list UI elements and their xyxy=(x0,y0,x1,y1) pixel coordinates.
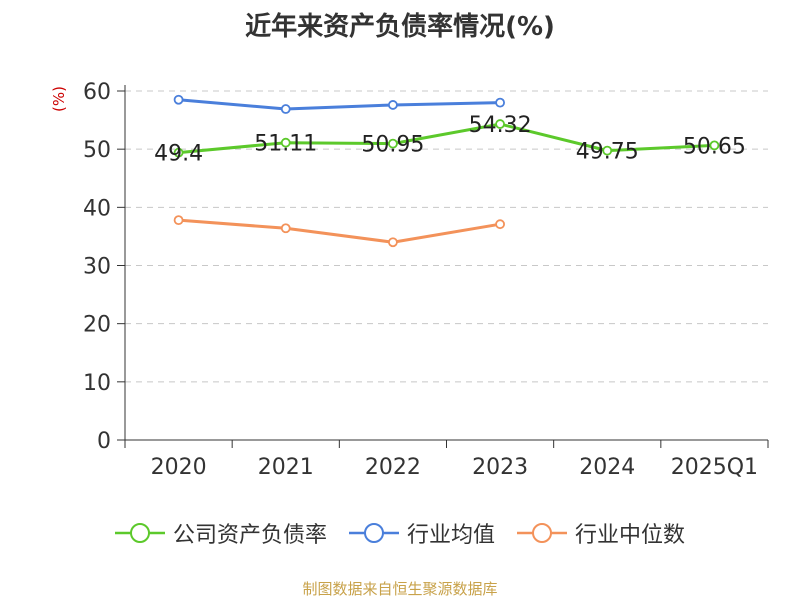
data-point xyxy=(709,140,720,151)
x-tick-label: 2025Q1 xyxy=(671,455,758,480)
legend-marker-icon xyxy=(114,523,165,543)
legend-label: 行业均值 xyxy=(406,523,495,548)
data-label: 50.95 xyxy=(361,133,424,158)
data-point xyxy=(388,100,398,110)
x-tick-label: 2022 xyxy=(365,455,421,480)
data-label: 49.4 xyxy=(154,142,203,167)
data-point xyxy=(495,97,505,108)
data-point xyxy=(280,137,291,148)
y-tick-label: 30 xyxy=(83,255,111,280)
data-label: 54.32 xyxy=(469,113,532,138)
data-point xyxy=(495,119,505,129)
legend-label: 公司资产负债率 xyxy=(172,523,327,548)
y-tick-label: 20 xyxy=(83,313,111,338)
series-line-0 xyxy=(178,122,715,155)
data-point xyxy=(388,138,398,149)
chart-title: 近年来资产负债率情况(%) xyxy=(245,12,555,42)
data-label: 49.75 xyxy=(576,140,639,165)
data-point xyxy=(602,145,613,156)
data-point xyxy=(388,237,398,248)
legend-item: 公司资产负债率 xyxy=(114,517,327,549)
x-tick-label: 2024 xyxy=(579,455,635,480)
legend-label: 行业中位数 xyxy=(575,523,686,548)
y-tick-label: 0 xyxy=(97,429,111,454)
legend-marker-icon xyxy=(348,523,399,543)
y-tick-label: 60 xyxy=(83,80,111,105)
data-point xyxy=(173,147,184,158)
legend-item: 行业均值 xyxy=(348,517,495,549)
data-label: 50.65 xyxy=(683,134,746,159)
data-point xyxy=(280,104,291,114)
data-point xyxy=(280,223,291,234)
x-tick-label: 2021 xyxy=(258,455,314,480)
legend-item: 行业中位数 xyxy=(517,517,685,549)
legend-marker-icon xyxy=(517,523,567,543)
y-tick-label: 40 xyxy=(83,196,111,221)
legend: 公司资产负债率 行业均值 行业中位数 xyxy=(0,517,800,549)
data-point xyxy=(173,94,184,105)
series-line-1 xyxy=(178,98,501,111)
data-label: 51.11 xyxy=(254,132,317,157)
data-point xyxy=(173,215,184,226)
data-point xyxy=(495,219,505,230)
source-note: 制图数据来自恒生聚源数据库 xyxy=(302,580,498,598)
x-tick-label: 2020 xyxy=(151,455,207,480)
y-tick-label: 10 xyxy=(83,371,111,396)
series-line-2 xyxy=(178,218,501,244)
x-tick-label: 2023 xyxy=(472,455,528,480)
y-tick-label: 50 xyxy=(83,138,111,163)
